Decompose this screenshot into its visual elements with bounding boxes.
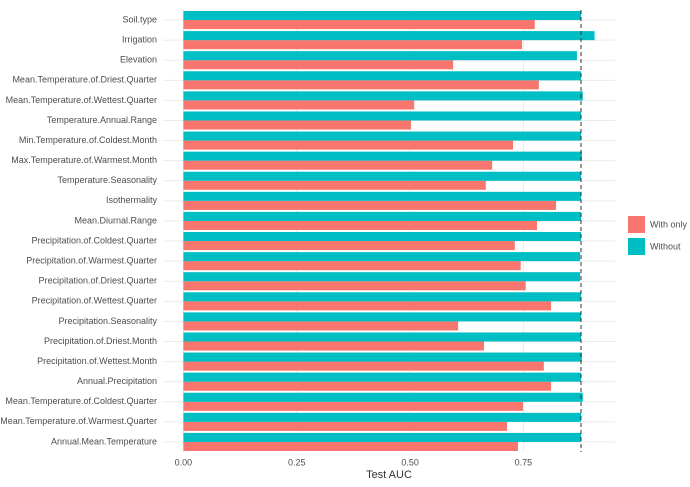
y-tick-label: Precipitation.of.Coldest.Quarter xyxy=(31,235,157,245)
bar xyxy=(183,60,454,70)
y-tick-label: Soil.type xyxy=(122,14,157,24)
y-tick-label: Precipitation.of.Driest.Month xyxy=(44,336,157,346)
bar xyxy=(183,401,523,411)
bar xyxy=(183,111,581,121)
bar xyxy=(183,412,581,422)
bar xyxy=(183,11,581,21)
bar xyxy=(183,51,577,61)
bar xyxy=(183,392,583,402)
y-tick-label: Precipitation.of.Driest.Quarter xyxy=(38,276,157,286)
bar xyxy=(183,191,581,201)
bar xyxy=(183,341,484,351)
y-tick-label: Precipitation.of.Wettest.Quarter xyxy=(32,296,157,306)
legend-label: With only xyxy=(650,219,688,229)
bar xyxy=(183,171,581,181)
bar xyxy=(183,372,581,382)
x-tick-label: 0.25 xyxy=(288,457,306,467)
bar xyxy=(183,140,513,150)
bar xyxy=(183,332,581,342)
bar xyxy=(183,200,557,210)
x-tick-label: 0.00 xyxy=(175,457,193,467)
legend-swatch xyxy=(628,238,645,255)
y-tick-label: Mean.Diurnal.Range xyxy=(74,215,157,225)
bar xyxy=(183,40,523,50)
y-tick-label: Temperature.Seasonality xyxy=(57,175,157,185)
y-tick-label: Mean.Temperature.of.Wettest.Quarter xyxy=(6,95,157,105)
bar xyxy=(183,361,544,371)
y-tick-label: Max.Temperature.of.Warmest.Month xyxy=(11,155,157,165)
bar xyxy=(183,211,581,221)
legend-label: Without xyxy=(650,241,681,251)
y-tick-label: Annual.Precipitation xyxy=(77,376,157,386)
bar xyxy=(183,232,581,242)
bar xyxy=(183,352,582,362)
bar xyxy=(183,312,581,322)
y-tick-label: Precipitation.of.Warmest.Quarter xyxy=(26,256,157,266)
y-tick-label: Irrigation xyxy=(122,35,157,45)
bar xyxy=(183,80,539,90)
bar xyxy=(183,441,518,451)
y-tick-label: Isothermality xyxy=(106,195,158,205)
bar xyxy=(183,432,581,442)
bar xyxy=(183,131,581,141)
bar xyxy=(183,160,493,170)
bar xyxy=(183,292,581,302)
bar xyxy=(183,301,552,311)
bar xyxy=(183,381,552,391)
y-tick-label: Temperature.Annual.Range xyxy=(47,115,157,125)
bar xyxy=(183,252,581,262)
y-tick-label: Annual.Mean.Temperature xyxy=(51,436,157,446)
bar xyxy=(183,261,521,271)
y-tick-label: Min.Temperature.of.Coldest.Month xyxy=(19,135,157,145)
bar xyxy=(183,100,415,110)
y-tick-label: Precipitation.of.Wettest.Month xyxy=(37,356,157,366)
y-tick-label: Mean.Temperature.of.Driest.Quarter xyxy=(12,75,157,85)
bar xyxy=(183,421,508,431)
legend-swatch xyxy=(628,216,645,233)
x-tick-label: 0.75 xyxy=(515,457,533,467)
bar xyxy=(183,91,583,101)
y-tick-label: Elevation xyxy=(120,55,157,65)
bar xyxy=(183,281,526,291)
x-axis-title: Test AUC xyxy=(366,469,412,481)
bar xyxy=(183,31,595,41)
y-tick-label: Precipitation.Seasonality xyxy=(58,316,157,326)
bar xyxy=(183,241,515,251)
bar xyxy=(183,120,411,130)
y-tick-label: Mean.Temperature.of.Coldest.Quarter xyxy=(5,396,157,406)
y-tick-label: Mean.Temperature.of.Warmest.Quarter xyxy=(0,416,157,426)
bar xyxy=(183,20,535,30)
bar xyxy=(183,151,582,161)
bar xyxy=(183,220,538,230)
bar xyxy=(183,180,486,190)
bar xyxy=(183,272,581,282)
x-tick-label: 0.50 xyxy=(401,457,419,467)
bar xyxy=(183,321,459,331)
bar xyxy=(183,71,581,81)
